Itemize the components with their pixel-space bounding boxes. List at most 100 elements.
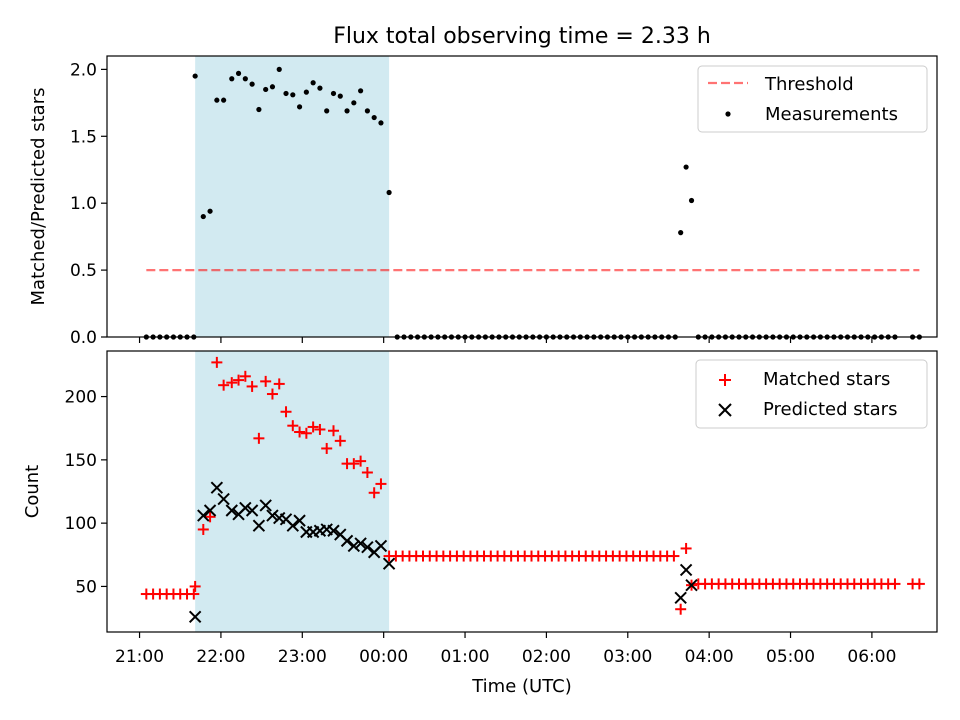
measurement-point [344,108,350,114]
measurement-point [276,66,282,72]
matched-star-point [226,377,238,389]
measurement-point [378,120,384,126]
top-legend: Threshold Measurements [697,65,928,133]
y-tick-label: 0.5 [70,261,97,281]
measurement-point [386,189,392,196]
measurement-point [221,97,227,103]
y-tick-label: 2.0 [70,60,97,80]
matched-star-point [273,378,285,390]
measurement-point [263,86,269,93]
measurement-point [324,108,330,114]
matched-star-point [680,542,692,554]
matched-legend-swatch [719,374,731,386]
matched-star-point [287,420,299,432]
top-axes-frame [106,55,938,338]
measurements-legend-label: Measurements [765,104,898,125]
matched-star-point [307,421,319,433]
predicted-star-point [354,537,367,550]
x-tick-label: 06:00 [847,647,896,667]
matched-star-point [211,356,223,368]
top-x-ticks [138,337,873,343]
y-tick-label: 50 [75,577,97,597]
top-y-ticks: 0.0 0.5 1.0 1.5 2.0 [70,60,107,348]
measurement-point [364,108,370,114]
matched-star-point [321,442,333,454]
measurement-point [242,76,248,82]
x-axis-label: Time (UTC) [471,676,572,697]
measurements-legend-swatch [725,111,731,117]
predicted-star-point [197,509,210,522]
predicted-star-point [188,610,202,624]
matched-star-point [253,432,265,444]
measurement-point [229,76,235,82]
chart-title: Flux total observing time = 2.33 h [333,24,711,49]
matched-star-point [675,603,687,615]
y-tick-label: 150 [65,451,97,471]
matched-star-point [189,580,201,592]
predicted-star-point [259,499,272,512]
matched-star-point [218,379,230,391]
y-tick-label: 1.0 [70,194,97,214]
x-tick-label: 03:00 [603,647,652,667]
bottom-y-ticks: 50 100 150 200 [65,388,107,597]
bottom-legend: Matched stars Predicted stars [695,359,928,429]
matched-star-point [260,375,272,387]
matched-star-point [348,458,360,470]
predicted-star-point [340,534,354,548]
matched-star-point [300,427,312,439]
bottom-x-ticks: 21:00 22:00 23:00 00:00 01:00 02:00 03:00 04:00… [115,632,896,667]
measurement-point [269,84,276,90]
y-tick-label: 200 [65,388,97,408]
predicted-legend-label: Predicted stars [763,399,897,420]
measurement-point [678,230,684,236]
predicted-star-point [210,481,224,494]
matched-star-point [314,423,326,435]
bottom-y-axis-label: Count [22,465,43,518]
measurement-point [296,104,303,110]
matched-star-point [913,578,925,590]
predicted-star-point [203,504,217,517]
matched-star-point [239,370,251,382]
measurement-point [235,70,242,76]
predicted-star-point [239,501,252,515]
matched-star-point [334,435,346,447]
matched-star-point [889,578,901,590]
measurement-point [290,92,296,98]
predicted-star-point [374,539,388,553]
measurement-point [688,197,695,204]
measurement-point [330,90,337,97]
matched-star-point [266,388,278,400]
matched-star-point [280,406,292,418]
x-tick-label: 23:00 [278,647,327,667]
predicted-star-point [286,519,300,532]
matched-stars-series [140,356,925,615]
x-tick-label: 22:00 [196,647,245,667]
matched-star-point [361,467,373,479]
measurement-point [192,73,198,79]
bottom-axes-frame [106,350,938,633]
predicted-star-point [347,539,361,553]
matched-star-point [188,588,200,600]
predicted-star-point [679,563,693,577]
measurement-point [351,100,357,106]
matched-star-point [375,478,387,490]
top-legend-box [697,65,928,133]
measurement-point [371,114,377,121]
top-panel: 0.00.51.01.52.0 Matched/Predicted stars … [28,55,938,348]
y-tick-label: 100 [65,514,97,534]
measurement-point [200,213,206,220]
measurement-point [337,93,343,99]
predicted-star-point [327,524,340,537]
predicted-star-point [382,557,396,570]
shaded-span [195,351,390,632]
threshold-legend-label: Threshold [764,74,854,95]
measurement-point [249,81,255,87]
predicted-star-point [217,492,230,506]
predicted-star-point [225,504,238,517]
x-tick-label: 21:00 [115,647,164,667]
predicted-star-point [252,519,266,532]
predicted-star-point [266,509,279,522]
matched-legend-label: Matched stars [763,369,890,390]
matched-star-point [668,550,680,562]
